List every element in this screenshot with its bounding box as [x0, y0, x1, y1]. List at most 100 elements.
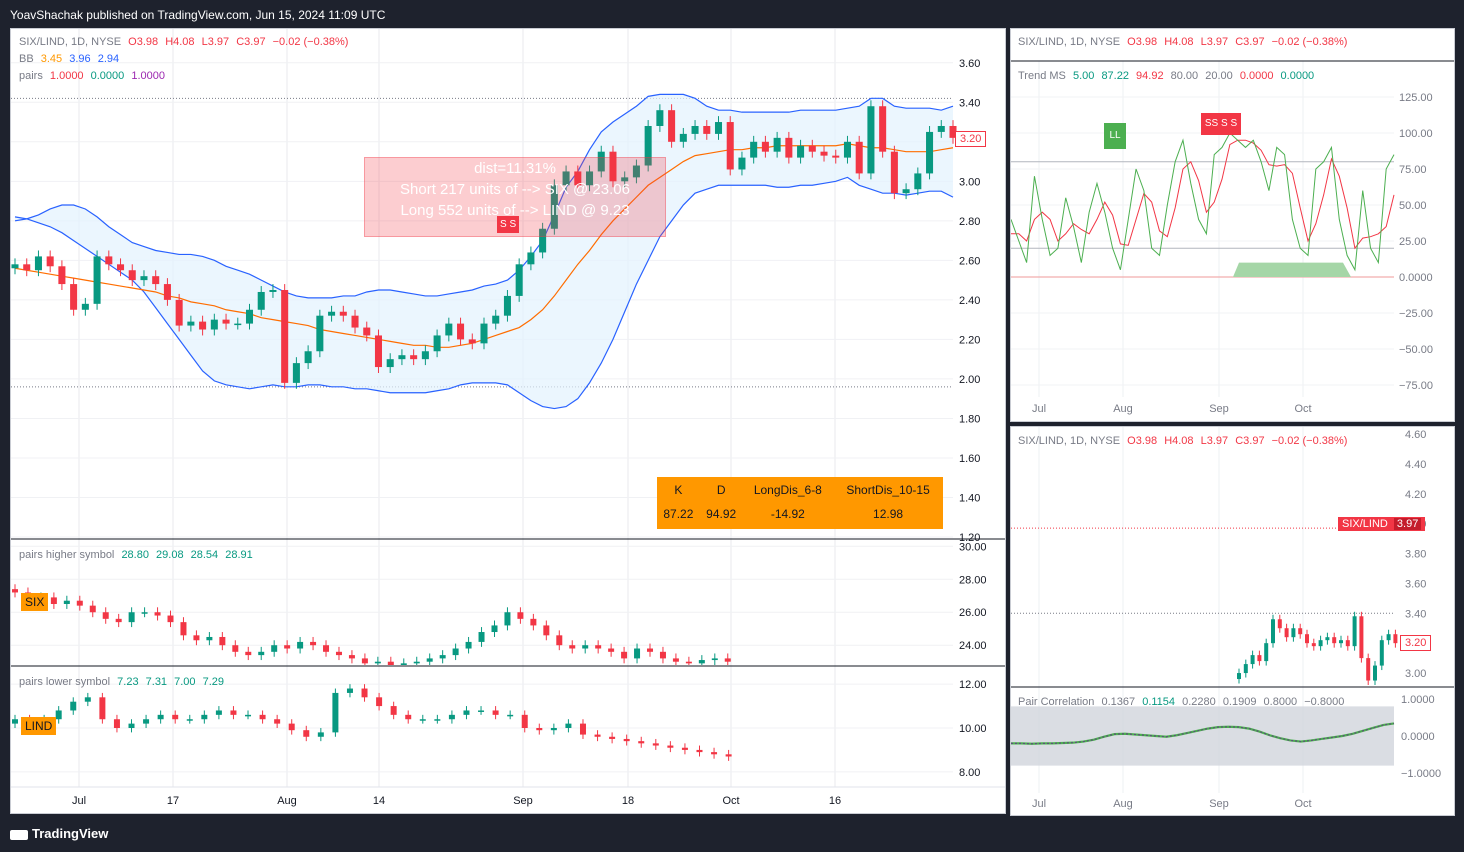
lower-candle-body — [346, 688, 353, 693]
candle-body — [714, 122, 723, 134]
corr-axis-tick: 0.0000 — [1401, 731, 1435, 743]
trend-ms-v3: 94.92 — [1136, 70, 1164, 82]
lower-candle-body — [448, 714, 455, 720]
lower-candle-body — [288, 723, 295, 731]
higher-candle-body — [335, 651, 342, 656]
stats-header-longdis: LongDis_6-8 — [753, 483, 822, 497]
lower-candle-body — [55, 710, 62, 720]
lower-open: 7.23 — [117, 676, 139, 688]
corr-ohlc-change: −0.02 (−0.38%) — [1271, 435, 1348, 447]
candle-body — [679, 133, 687, 142]
stats-header-k: K — [674, 483, 683, 497]
trend-axis-tick: −50.00 — [1399, 344, 1433, 356]
corr-ohlc-close: C3.97 — [1235, 435, 1265, 447]
trend-ms-name: Trend MS — [1018, 70, 1066, 82]
main-chart-svg[interactable]: 3.60 3.40 3.20 3.00 2.80 2.60 2.40 2.20 2.00 1.80… — [11, 29, 1005, 813]
price-axis-tick: 2.80 — [959, 216, 980, 228]
bb-name: BB — [19, 53, 34, 65]
corr-axis-tick: −1.0000 — [1401, 768, 1441, 780]
x-axis-tick: Aug — [277, 795, 297, 807]
candle-body — [210, 319, 218, 330]
lower-candle-body — [113, 719, 120, 728]
higher-candle-body — [258, 651, 265, 656]
correlation-svg[interactable]: 4.604.404.204.003.803.603.403.203.001.00… — [1011, 427, 1454, 815]
lower-high: 7.31 — [145, 676, 168, 688]
higher-candle-body — [569, 645, 576, 649]
trend-ms-pane[interactable]: 125.00 100.00 75.00 50.00 25.00 0.0000 −25.00 −… — [1010, 28, 1455, 422]
higher-candle-body — [530, 618, 537, 626]
trend-ms-legend: Trend MS 5.00 87.22 94.92 80.00 20.00 0.… — [1018, 70, 1318, 82]
lower-candle-body — [594, 734, 601, 737]
corr-candle-body — [1271, 619, 1275, 644]
corr-candle-body — [1284, 628, 1289, 638]
corr-candle-body — [1318, 640, 1323, 647]
higher-candle-body — [180, 622, 187, 636]
lower-candle-body — [12, 719, 18, 724]
lower-candle-body — [332, 692, 339, 733]
candle-body — [398, 355, 406, 360]
candle-body — [175, 299, 183, 326]
candle-body — [926, 131, 934, 174]
correlation-band — [1011, 706, 1394, 766]
corr-candle-body — [1277, 619, 1282, 629]
lower-candle-body — [711, 752, 718, 755]
stats-value-longdis: -14.92 — [770, 507, 805, 521]
trend-ms-svg[interactable]: 125.00 100.00 75.00 50.00 25.00 0.0000 −25.00 −… — [1011, 29, 1454, 421]
trend-ohlc-low: L3.97 — [1200, 36, 1229, 48]
higher-candle-body — [232, 645, 239, 652]
higher-candle-body — [115, 618, 122, 623]
candle-body — [785, 137, 793, 158]
candle-body — [351, 315, 359, 328]
correlation-pane[interactable]: 4.604.404.204.003.803.603.403.203.001.00… — [1010, 426, 1455, 816]
corr-v4: 0.1909 — [1222, 696, 1257, 708]
lower-candle-body — [215, 710, 222, 715]
x-axis-tick: Jul — [72, 795, 86, 807]
trend-ohlc-change: −0.02 (−0.38%) — [1271, 36, 1348, 48]
corr-candle-body — [1264, 643, 1269, 662]
corr-symbol-legend: SIX/LIND, 1D, NYSE O3.98 H4.08 L3.97 C3.… — [1018, 435, 1351, 447]
higher-axis-tick: 26.00 — [959, 607, 987, 619]
higher-candle-body — [348, 655, 355, 659]
lower-symbol-legend: pairs lower symbol 7.23 7.31 7.00 7.29 — [19, 676, 228, 688]
trend-symbol-legend: SIX/LIND, 1D, NYSE O3.98 H4.08 L3.97 C3.… — [1018, 36, 1351, 48]
long-signal-label: LL — [1104, 123, 1126, 149]
stats-table: K D LongDis_6-8 ShortDis_10-15 87.22 94.… — [657, 477, 943, 529]
higher-candle-body — [310, 641, 317, 646]
tradingview-logo[interactable]: TradingView — [10, 826, 108, 841]
lower-candle-body — [652, 743, 659, 746]
candle-body — [234, 323, 242, 326]
corr-candle-body — [1332, 637, 1337, 644]
lower-candle-body — [478, 710, 485, 712]
corr-candle-body — [1237, 673, 1241, 680]
corr-price-axis-tick: 3.40 — [1405, 608, 1426, 620]
bb-lower-value: 2.94 — [97, 53, 120, 65]
higher-candle-body — [504, 612, 511, 626]
higher-candle-body — [426, 658, 433, 662]
corr-ohlc-open: O3.98 — [1127, 435, 1158, 447]
candle-body — [140, 276, 148, 281]
higher-candle-body — [413, 661, 420, 664]
trend-ms-v5: 20.00 — [1205, 70, 1233, 82]
higher-candle-body — [193, 635, 200, 641]
corr-x-tick: Oct — [1294, 798, 1311, 810]
candle-body — [70, 284, 78, 310]
candle-body — [93, 256, 101, 304]
ohlc-close: C3.97 — [236, 36, 266, 48]
candle-body — [257, 291, 265, 310]
candle-body — [890, 151, 898, 194]
trend-axis-tick: 75.00 — [1399, 164, 1427, 176]
top-bar: YoavShachak published on TradingView.com… — [0, 0, 1464, 28]
candle-body — [128, 270, 136, 281]
higher-candle-body — [698, 660, 705, 664]
higher-candle-body — [582, 645, 589, 649]
main-chart-pane[interactable]: 3.60 3.40 3.20 3.00 2.80 2.60 2.40 2.20 2.00 1.80… — [10, 28, 1006, 814]
higher-candle-body — [608, 648, 615, 652]
lower-candle-body — [638, 741, 645, 744]
corr-x-tick: Sep — [1209, 798, 1229, 810]
higher-close: 28.91 — [225, 549, 253, 561]
annotation-long: Long 552 units of --> LIND @ 9.23 — [400, 202, 630, 219]
higher-candle-body — [12, 589, 18, 593]
higher-candle-body — [141, 612, 148, 614]
lower-candle-body — [361, 688, 368, 698]
corr-v5: 0.8000 — [1263, 696, 1298, 708]
